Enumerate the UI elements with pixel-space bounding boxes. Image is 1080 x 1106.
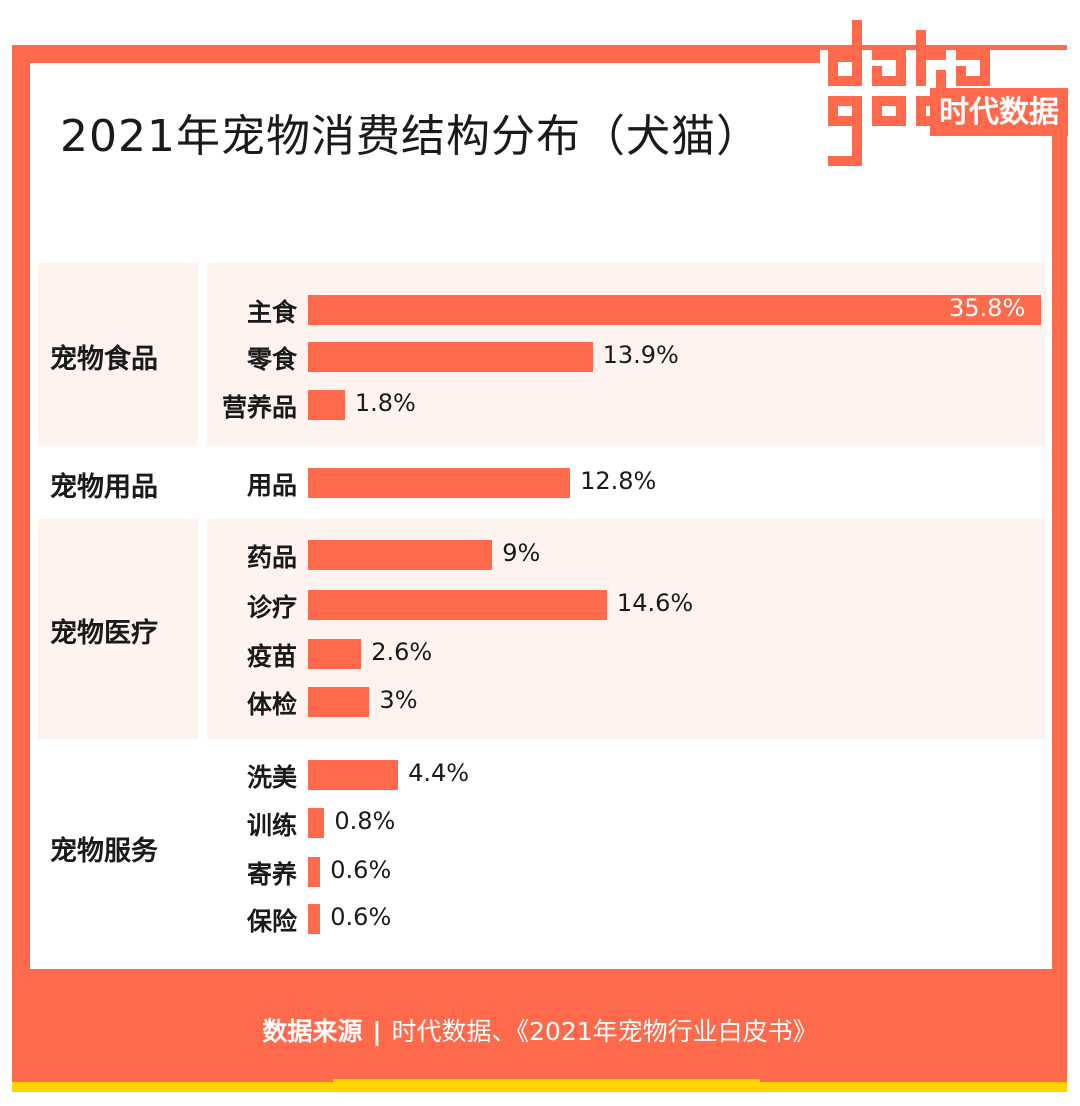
bar [308, 904, 321, 934]
logo-brand-text: 时代数据 [939, 95, 1059, 130]
bar [308, 590, 607, 620]
data-label: 3% [379, 686, 418, 714]
bar [308, 760, 399, 790]
category-label: 用品 [246, 471, 297, 500]
chart-panel [30, 63, 1052, 969]
group-label: 宠物食品 [50, 343, 158, 375]
category-label: 训练 [246, 811, 297, 840]
group-label: 宠物医疗 [50, 618, 158, 649]
bar [308, 808, 325, 838]
group-label: 宠物用品 [50, 472, 158, 503]
category-label: 营养品 [221, 393, 297, 422]
category-label: 诊疗 [246, 593, 297, 622]
data-label: 12.8% [580, 467, 657, 495]
group-label-bg [38, 519, 198, 739]
chart-title: 2021年宠物消费结构分布（犬猫） [60, 111, 761, 162]
bar [308, 390, 345, 420]
data-label: 1.8% [354, 389, 416, 417]
category-label: 零食 [246, 345, 297, 374]
data-label: 0.6% [330, 856, 392, 884]
bottom-accent-tab [333, 1079, 760, 1087]
data-label: 14.6% [616, 589, 694, 617]
category-label: 体检 [246, 690, 297, 719]
data-label: 35.8% [949, 294, 1026, 322]
bar [308, 295, 1041, 325]
data-label: 13.9% [602, 341, 679, 369]
bar [308, 687, 370, 717]
category-label: 药品 [246, 543, 297, 572]
bar [308, 857, 321, 887]
source-separator: | [372, 1017, 382, 1046]
datagod-logo: 时代数据 [820, 20, 1070, 166]
group-label: 宠物服务 [50, 836, 158, 867]
category-label: 保险 [246, 907, 297, 936]
data-label: 0.8% [334, 807, 396, 835]
data-label: 0.6% [330, 903, 392, 931]
bar [308, 540, 493, 570]
category-label: 洗美 [246, 763, 297, 792]
source-label: 数据来源 [262, 1017, 363, 1046]
bar [308, 342, 593, 372]
bar [308, 639, 362, 669]
bottom-accent-bar [12, 1082, 1067, 1092]
bar [308, 468, 571, 498]
category-label: 主食 [246, 298, 297, 327]
category-label: 寄养 [246, 860, 297, 889]
source-text: 时代数据、《2021年宠物行业白皮书》 [391, 1017, 818, 1046]
data-label: 9% [502, 539, 541, 567]
data-label: 4.4% [408, 759, 470, 787]
data-label: 2.6% [371, 638, 433, 666]
category-label: 疫苗 [246, 642, 297, 671]
source-footer: 数据来源 | 时代数据、《2021年宠物行业白皮书》 [0, 1012, 1080, 1048]
group-label-bg [38, 263, 198, 446]
